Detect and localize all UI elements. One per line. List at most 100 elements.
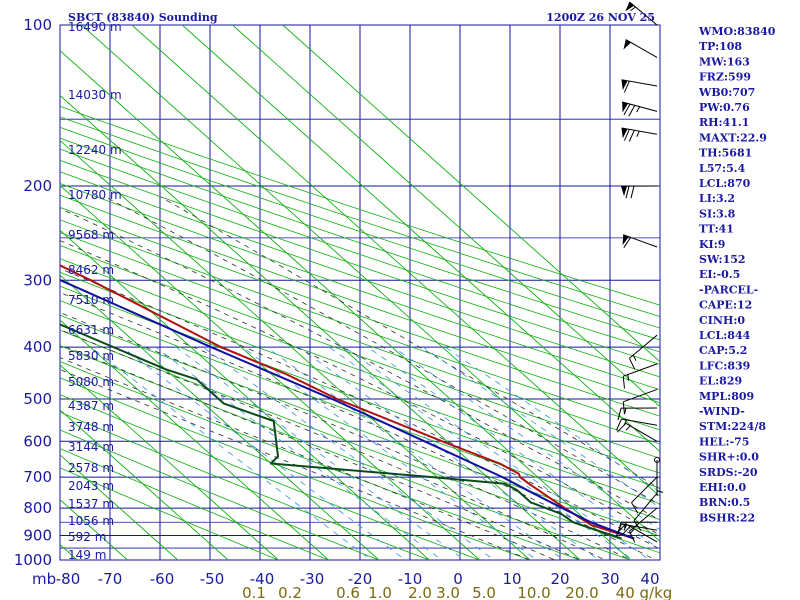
- sounding-time: 1200Z 26 NOV 25: [546, 11, 655, 24]
- wind-barb: [616, 418, 658, 431]
- moist-adiabat: [60, 240, 660, 536]
- calm-wind-marker: [654, 456, 660, 463]
- sounding-index-item: L57:5.4: [699, 162, 746, 175]
- isotherm-line: [181, 25, 660, 453]
- sounding-index-item: WB0:707: [698, 86, 755, 99]
- sounding-index-item: WMO:83840: [698, 25, 776, 38]
- sounding-index-item: TT:41: [699, 223, 734, 236]
- isotherm-line: [60, 364, 279, 560]
- series-parcel: [60, 278, 635, 540]
- wind-barb: [625, 1, 658, 26]
- height-label: 1056 m: [68, 514, 114, 528]
- sounding-index-item: LCL:870: [699, 177, 751, 190]
- sounding-index-item: RH:41.1: [699, 116, 749, 129]
- isotherm-line: [60, 409, 229, 560]
- mixing-ratio-line: [121, 346, 406, 560]
- sounding-index-item: MPL:809: [699, 390, 754, 403]
- dry-adiabat: [60, 126, 660, 329]
- wind-barb: [628, 334, 658, 370]
- sounding-index-item: MAXT:22.9: [699, 131, 767, 144]
- isotherm-line: [60, 454, 179, 560]
- sounding-index-item: BRN:0.5: [699, 496, 750, 509]
- wind-barb: [621, 127, 658, 142]
- wind-barb: [617, 521, 658, 535]
- sounding-index-item: HEL:-75: [699, 435, 749, 448]
- pressure-tick-label: 300: [23, 271, 52, 289]
- height-label: 8462 m: [68, 263, 114, 277]
- dry-adiabat: [60, 194, 660, 404]
- dry-adiabat: [60, 182, 660, 391]
- height-label: 4387 m: [68, 399, 114, 413]
- mixing-ratio-tick-label: 40 g/kg: [616, 584, 673, 600]
- sounding-index-item: SRDS:-20: [699, 466, 758, 479]
- wind-barb: [631, 476, 658, 514]
- isotherm-line: [232, 25, 660, 408]
- height-label: 2578 m: [68, 461, 114, 475]
- sounding-index-item: CINH:0: [699, 314, 745, 327]
- sounding-index-item: EI:-0.5: [699, 268, 740, 281]
- dry-adiabat: [60, 219, 660, 431]
- dry-adiabat: [60, 159, 660, 365]
- mixing-ratio-tick-label: 5.0: [472, 584, 496, 600]
- dry-adiabat: [60, 448, 330, 560]
- dry-adiabat: [60, 206, 660, 417]
- moist-adiabat: [60, 312, 632, 560]
- sounding-index-item: TP:108: [699, 40, 742, 53]
- station-title: SBCT (83840) Sounding: [68, 11, 218, 24]
- temperature-tick-label: 10: [502, 570, 521, 588]
- height-label: 3144 m: [68, 440, 114, 454]
- mixing-ratio-line: [444, 346, 660, 493]
- sounding-index-item: -PARCEL-: [699, 283, 758, 296]
- pressure-tick-label: 700: [23, 468, 52, 486]
- moist-adiabat: [60, 292, 657, 560]
- sounding-index-item: PW:0.76: [699, 101, 750, 114]
- sounding-index-item: SW:152: [699, 253, 746, 266]
- wind-barb: [621, 79, 658, 93]
- sounding-index-item: CAPE:12: [699, 299, 752, 312]
- wind-barb: [622, 101, 658, 117]
- sounding-index-item: MW:163: [699, 55, 750, 68]
- dry-adiabat: [60, 137, 660, 341]
- mixing-ratio-line: [175, 346, 465, 560]
- height-label: 14030 m: [68, 88, 122, 102]
- temperature-tick-label: -70: [98, 570, 123, 588]
- isotherm-line: [60, 274, 380, 560]
- height-label: 12240 m: [68, 143, 122, 157]
- pressure-tick-label: 600: [23, 432, 52, 450]
- moist-adiabat: [60, 344, 582, 560]
- height-label: 5080 m: [68, 375, 114, 389]
- sounding-index-item: LI:3.2: [699, 192, 735, 205]
- wind-barb: [633, 492, 658, 531]
- moist-adiabat: [60, 357, 557, 560]
- isotherm-line: [131, 25, 660, 498]
- height-label: 10780 m: [68, 188, 122, 202]
- pressure-tick-label: 1000: [14, 551, 52, 569]
- isotherm-line: [60, 184, 480, 560]
- sounding-index-item: EHI:0.0: [699, 481, 746, 494]
- dry-adiabat: [60, 285, 660, 505]
- height-label: 2043 m: [68, 479, 114, 493]
- dry-adiabats: [60, 25, 660, 560]
- height-label: 16490 m: [68, 20, 122, 34]
- moist-adiabat: [60, 207, 660, 521]
- moist-adiabat: [60, 329, 607, 560]
- height-label: 7510 m: [68, 293, 114, 307]
- isotherm-line: [81, 25, 660, 543]
- mixing-ratio-line: [90, 346, 372, 560]
- temperature-tick-label: -30: [300, 570, 325, 588]
- isotherm-line: [60, 50, 631, 560]
- temperature-tick-label: -40: [250, 570, 275, 588]
- dry-adiabat: [60, 467, 280, 560]
- sounding-index-item: EL:829: [699, 375, 742, 388]
- sounding-indices: WMO:83840 TP:108 MW:163 FRZ:599 WB0:707 PW:0.…: [698, 25, 776, 524]
- mixing-ratio-tick-label: 0.2: [278, 584, 302, 600]
- height-label: 5830 m: [68, 349, 114, 363]
- dry-adiabat: [60, 394, 481, 560]
- temperature-tick-label: -50: [200, 570, 225, 588]
- mixing-ratio-line: [422, 346, 660, 509]
- dry-adiabat: [60, 148, 660, 353]
- mixing-ratio-tick-label: 2.0: [408, 584, 432, 600]
